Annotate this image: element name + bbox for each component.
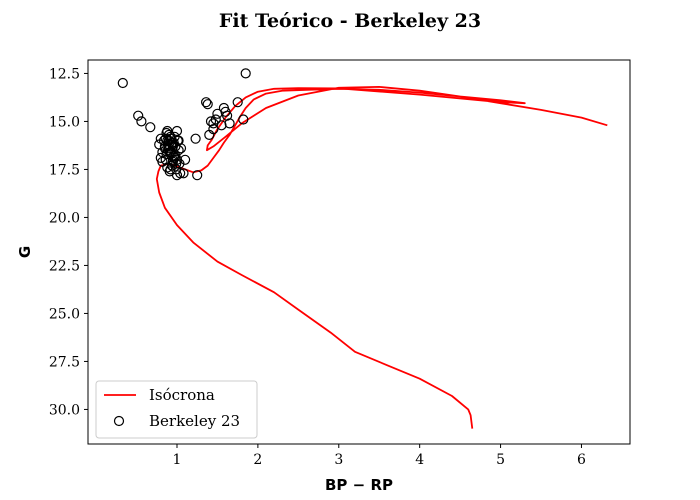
y-tick-label: 30.0 bbox=[49, 402, 80, 418]
scatter-point bbox=[224, 118, 235, 129]
y-axis-ticks: 12.5 15.0 17.5 20.0 22.5 25.0 27.5 30.0 bbox=[49, 66, 88, 418]
y-tick-label: 27.5 bbox=[49, 354, 80, 370]
y-tick-label: 25.0 bbox=[49, 306, 80, 322]
legend: Isócrona Berkeley 23 bbox=[95, 380, 258, 439]
x-tick-label: 5 bbox=[496, 452, 505, 468]
legend-label-berkeley-23: Berkeley 23 bbox=[149, 412, 240, 430]
scatter-point bbox=[117, 77, 128, 89]
x-tick-label: 4 bbox=[415, 452, 424, 468]
legend-marker-swatch bbox=[113, 415, 125, 427]
scatter-point bbox=[133, 110, 144, 121]
scatter-point bbox=[164, 147, 175, 158]
scatter-point bbox=[240, 68, 251, 79]
legend-label-isocrona: Isócrona bbox=[149, 386, 215, 404]
y-tick-label: 22.5 bbox=[49, 258, 80, 274]
y-tick-label: 15.0 bbox=[49, 114, 80, 130]
scatter-point bbox=[164, 166, 175, 177]
scatter-point bbox=[180, 154, 191, 165]
scatter-point bbox=[175, 168, 186, 179]
x-tick-label: 1 bbox=[173, 452, 182, 468]
scatter-point bbox=[205, 116, 217, 127]
y-tick-label: 12.5 bbox=[49, 66, 80, 82]
x-axis-ticks: 1 2 3 4 5 6 bbox=[173, 444, 586, 468]
x-axis-label: BP − RP bbox=[325, 476, 393, 494]
scatter-point bbox=[201, 97, 212, 108]
scatter-point bbox=[167, 141, 178, 152]
scatter-point bbox=[165, 133, 176, 144]
scatter-point bbox=[190, 133, 201, 144]
scatter-point bbox=[171, 154, 183, 165]
scatter-point bbox=[232, 97, 243, 108]
isochrone-line bbox=[155, 86, 608, 429]
x-tick-label: 2 bbox=[253, 452, 262, 468]
y-tick-label: 17.5 bbox=[49, 162, 80, 178]
scatter-point bbox=[222, 110, 233, 121]
x-tick-label: 6 bbox=[577, 452, 586, 468]
scatter-point bbox=[238, 114, 249, 125]
chart-title: Fit Teórico - Berkeley 23 bbox=[219, 10, 481, 32]
plot-area bbox=[117, 68, 608, 429]
scatter-point bbox=[171, 125, 183, 137]
scatter-point bbox=[202, 99, 213, 110]
axes-frame bbox=[87, 59, 631, 445]
y-axis-label: G bbox=[16, 246, 34, 258]
legend-box bbox=[95, 380, 258, 439]
scatter-point bbox=[210, 114, 221, 125]
x-tick-label: 3 bbox=[334, 452, 343, 468]
scatter-point bbox=[178, 168, 189, 179]
scatter-point bbox=[145, 122, 156, 133]
y-tick-label: 20.0 bbox=[49, 210, 80, 226]
scatter-point bbox=[136, 116, 147, 127]
scatter-point bbox=[192, 170, 203, 181]
scatter-point bbox=[208, 124, 219, 135]
